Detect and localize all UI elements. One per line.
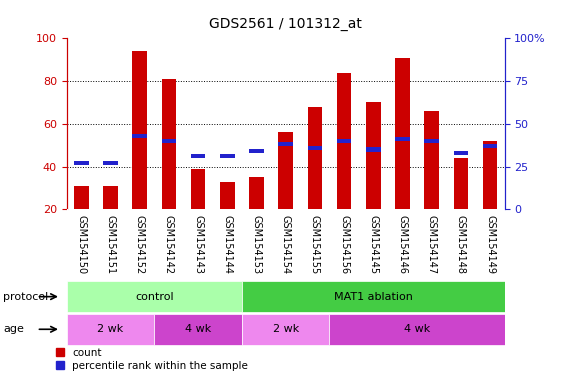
Bar xyxy=(307,146,322,150)
Bar xyxy=(242,314,329,345)
Text: 4 wk: 4 wk xyxy=(185,324,211,334)
Bar xyxy=(337,73,351,209)
Bar xyxy=(278,132,293,209)
Text: 2 wk: 2 wk xyxy=(97,324,124,334)
Bar xyxy=(220,154,234,159)
Bar xyxy=(249,149,264,153)
Text: GSM154148: GSM154148 xyxy=(456,215,466,274)
Bar xyxy=(454,158,468,209)
Bar xyxy=(425,111,439,209)
Bar xyxy=(132,134,147,138)
Bar xyxy=(191,169,205,209)
Legend: count, percentile rank within the sample: count, percentile rank within the sample xyxy=(52,344,252,375)
Bar xyxy=(67,314,154,345)
Text: control: control xyxy=(135,291,173,302)
Text: age: age xyxy=(3,324,24,334)
Text: GSM154147: GSM154147 xyxy=(427,215,437,274)
Bar xyxy=(329,314,505,345)
Text: protocol: protocol xyxy=(3,291,48,302)
Bar xyxy=(191,154,205,159)
Bar xyxy=(307,107,322,209)
Bar xyxy=(103,161,118,165)
Bar xyxy=(454,151,468,155)
Bar xyxy=(249,177,264,209)
Text: GSM154142: GSM154142 xyxy=(164,215,174,274)
Text: GSM154143: GSM154143 xyxy=(193,215,203,274)
Bar xyxy=(162,139,176,143)
Bar xyxy=(242,281,505,312)
Text: MAT1 ablation: MAT1 ablation xyxy=(334,291,412,302)
Text: GSM154154: GSM154154 xyxy=(281,215,291,274)
Bar xyxy=(67,281,242,312)
Text: GSM154156: GSM154156 xyxy=(339,215,349,274)
Bar xyxy=(74,186,89,209)
Bar xyxy=(395,58,409,209)
Bar xyxy=(162,79,176,209)
Bar xyxy=(154,314,242,345)
Bar xyxy=(425,139,439,143)
Bar xyxy=(337,139,351,143)
Text: GSM154150: GSM154150 xyxy=(77,215,86,274)
Text: 2 wk: 2 wk xyxy=(273,324,299,334)
Bar xyxy=(74,161,89,165)
Text: 4 wk: 4 wk xyxy=(404,324,430,334)
Bar xyxy=(366,103,380,209)
Text: GSM154146: GSM154146 xyxy=(397,215,407,274)
Bar xyxy=(395,137,409,141)
Bar xyxy=(483,141,497,209)
Bar xyxy=(483,144,497,148)
Bar xyxy=(220,182,234,209)
Text: GDS2561 / 101312_at: GDS2561 / 101312_at xyxy=(209,17,362,31)
Text: GSM154155: GSM154155 xyxy=(310,215,320,274)
Bar xyxy=(103,186,118,209)
Text: GSM154149: GSM154149 xyxy=(485,215,495,274)
Bar xyxy=(278,142,293,146)
Text: GSM154152: GSM154152 xyxy=(135,215,144,274)
Text: GSM154153: GSM154153 xyxy=(252,215,262,274)
Text: GSM154145: GSM154145 xyxy=(368,215,378,274)
Text: GSM154151: GSM154151 xyxy=(106,215,115,274)
Bar xyxy=(132,51,147,209)
Bar xyxy=(366,147,380,152)
Text: GSM154144: GSM154144 xyxy=(222,215,232,274)
